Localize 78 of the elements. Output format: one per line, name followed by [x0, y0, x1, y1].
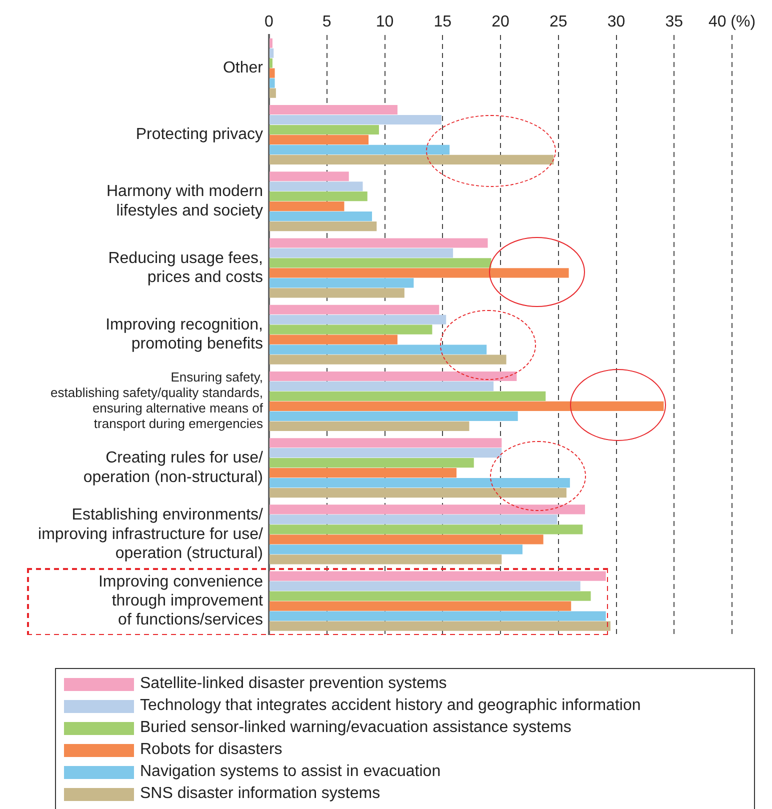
y-tick-label: Establishing environments/ improving infrastructure for use/ operation (structural) [38, 506, 264, 562]
bar [270, 78, 275, 88]
bar [270, 354, 506, 364]
bar [270, 38, 272, 48]
bar [270, 344, 487, 354]
bar [270, 391, 546, 402]
bar [270, 544, 522, 554]
bar [270, 448, 502, 458]
bar [270, 488, 566, 498]
bar [270, 534, 544, 544]
bar [270, 222, 377, 232]
bar [270, 124, 379, 135]
bar [270, 411, 518, 422]
bar [270, 154, 554, 165]
bar [270, 514, 558, 524]
x-tick-label: 5 [322, 14, 332, 31]
legend-label: Satellite-linked disaster prevention systems [140, 675, 447, 693]
bar [270, 278, 414, 288]
bar [270, 371, 517, 382]
bar [270, 68, 275, 78]
bar [270, 268, 569, 278]
legend-label: Robots for disasters [140, 741, 282, 759]
x-tick-label: 40 (%) [708, 14, 756, 31]
y-tick-label: Protecting privacy [136, 126, 263, 144]
bar [270, 288, 404, 298]
legend-label: Technology that integrates accident history and geographic information [140, 697, 641, 715]
bar [270, 238, 488, 248]
bar [270, 554, 502, 564]
bar [270, 591, 591, 601]
bar [270, 324, 432, 334]
bar [270, 134, 369, 145]
bar [270, 182, 363, 192]
bar [270, 202, 344, 212]
y-tick-label: Harmony with modern lifestyles and society [106, 183, 263, 220]
bar [270, 458, 474, 468]
bar [270, 104, 398, 115]
bar [270, 114, 442, 125]
y-tick-label: Creating rules for use/ operation (non-structural) [83, 450, 264, 486]
bar [270, 144, 450, 155]
bar [270, 504, 585, 514]
bar [270, 601, 572, 611]
x-tick-label: 35 [665, 14, 684, 31]
bar [270, 611, 606, 621]
bar [270, 468, 457, 478]
y-tick-label: Other [222, 60, 264, 77]
bar [270, 334, 398, 344]
bar [270, 421, 470, 432]
bar [270, 58, 272, 68]
bar [270, 304, 440, 314]
legend-label: Buried sensor-linked warning/evacuation assistance systems [140, 719, 572, 737]
legend-label: SNS disaster information systems [140, 785, 380, 803]
bar [270, 248, 454, 258]
y-tick-label: Reducing usage fees, prices and costs [108, 250, 263, 286]
bar [270, 172, 349, 182]
x-tick-label: 30 [607, 14, 626, 31]
x-tick-label: 15 [434, 14, 452, 31]
bar [270, 192, 368, 202]
x-tick-label: 20 [492, 14, 510, 31]
bar [270, 88, 276, 98]
bar [270, 401, 664, 412]
x-tick-label: 25 [549, 14, 568, 31]
x-tick-label: 10 [376, 14, 394, 31]
legend-label: Navigation systems to assist in evacuation [140, 763, 441, 781]
y-tick-label: Improving recognition, promoting benefits [106, 316, 263, 353]
bar [270, 314, 446, 324]
bar [270, 212, 372, 222]
y-tick-label: Improving convenience through improvement of functions/services [98, 573, 264, 629]
x-tick-label: 0 [264, 14, 274, 31]
bar [270, 381, 494, 392]
bar [270, 258, 492, 268]
bar [270, 478, 570, 488]
bar [270, 621, 610, 631]
bar [270, 48, 274, 58]
y-tick-label: Ensuring safety, establishing safety/quality standards, ensuring alternative means of transport during emergencies [50, 369, 264, 432]
bar [270, 571, 606, 581]
bar [270, 581, 580, 591]
bar [270, 524, 583, 534]
bar [270, 438, 502, 448]
